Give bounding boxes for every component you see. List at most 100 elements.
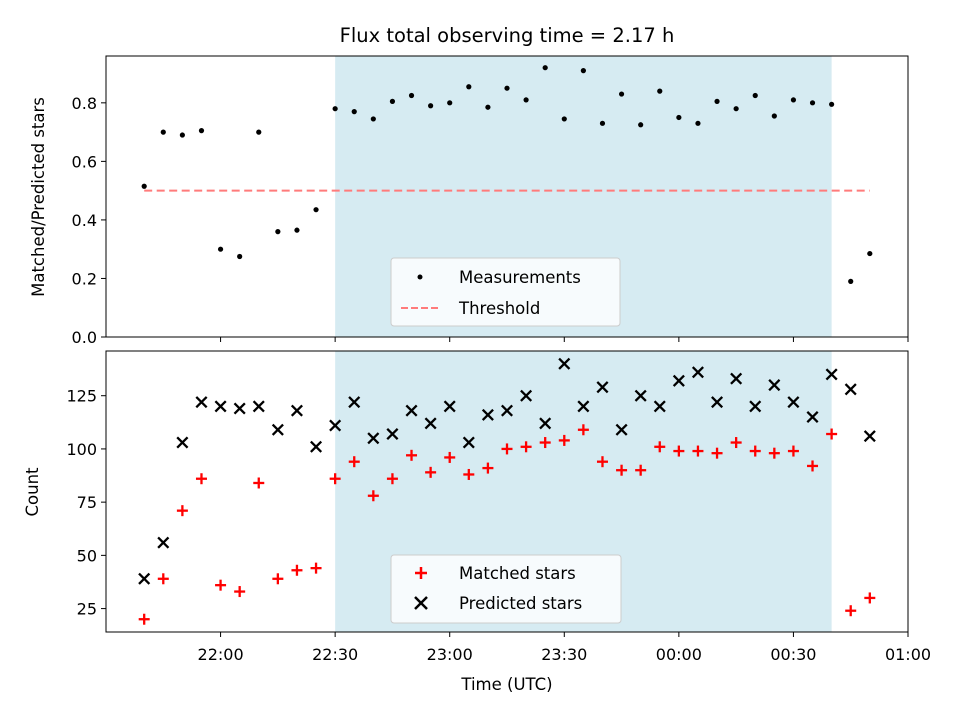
bottom-panel: 25 50 75 100 125 22:00 22:30 23:00 23:30 00:00 00… xyxy=(23,350,931,694)
matched-star-point xyxy=(195,473,207,485)
predicted-star-point xyxy=(596,381,609,394)
predicted-star-point xyxy=(672,374,685,387)
measurement-point xyxy=(599,120,606,126)
measurement-point xyxy=(676,114,682,121)
measurement-point xyxy=(313,207,319,213)
bottom-y-ticks: 25 50 75 100 125 xyxy=(66,387,106,619)
top-legend: Measurements Threshold xyxy=(390,257,621,327)
matched-stars-series xyxy=(138,424,876,625)
measurement-point xyxy=(695,120,701,126)
predicted-star-point xyxy=(443,400,456,413)
top-legend-box xyxy=(390,257,621,327)
measurement-point xyxy=(829,101,835,107)
legend-matched-marker xyxy=(415,567,427,579)
predicted-star-point xyxy=(691,366,704,379)
y-tick-label: 0.0 xyxy=(72,328,97,347)
measurement-point xyxy=(217,246,224,252)
predicted-star-point xyxy=(252,400,265,413)
matched-star-point xyxy=(310,562,322,574)
measurement-point xyxy=(179,132,185,138)
matched-star-point xyxy=(367,490,379,502)
predicted-star-point xyxy=(176,436,189,449)
matched-star-point xyxy=(845,605,857,617)
top-axes-frame xyxy=(105,55,909,338)
matched-star-point xyxy=(425,466,437,478)
measurement-point xyxy=(160,129,166,135)
predicted-star-point xyxy=(386,428,399,441)
bottom-y-axis-label: Count xyxy=(23,467,42,517)
measurement-point xyxy=(771,113,777,119)
y-tick-label: 0.2 xyxy=(72,269,97,288)
predicted-star-point xyxy=(405,404,418,417)
measurement-point xyxy=(542,65,548,71)
predicted-star-point xyxy=(138,572,151,585)
matched-star-point xyxy=(711,447,723,459)
matched-star-point xyxy=(406,449,418,461)
measurement-point xyxy=(198,128,205,134)
predicted-star-point xyxy=(825,368,838,381)
predicted-star-point xyxy=(348,396,361,409)
matched-star-point xyxy=(577,424,589,436)
measurement-point xyxy=(504,85,510,91)
y-tick-label: 0.4 xyxy=(72,211,97,230)
matched-star-point xyxy=(673,445,685,457)
matched-star-point xyxy=(520,441,532,453)
predicted-star-point xyxy=(634,389,647,402)
measurement-point xyxy=(733,106,739,112)
matched-star-point xyxy=(482,462,494,474)
matched-star-point xyxy=(176,505,188,517)
measurement-point xyxy=(408,92,415,99)
measurement-point xyxy=(867,250,873,257)
measurements-series xyxy=(141,65,873,284)
measurement-point xyxy=(351,109,357,115)
measurement-point xyxy=(638,122,644,128)
y-tick-label: 0.6 xyxy=(72,152,97,171)
predicted-star-point xyxy=(653,400,666,413)
measurement-point xyxy=(809,100,816,106)
measurement-point xyxy=(714,98,720,104)
matched-star-point xyxy=(329,473,341,485)
matched-star-point xyxy=(787,445,799,457)
y-tick-label: 0.8 xyxy=(72,94,97,113)
matched-star-point xyxy=(826,428,838,440)
measurement-point xyxy=(580,68,586,74)
x-tick-label: 01:00 xyxy=(885,645,931,664)
top-y-ticks: 0.0 0.2 0.4 0.6 0.8 xyxy=(72,94,106,347)
predicted-star-point xyxy=(806,410,819,424)
predicted-star-point xyxy=(520,389,533,402)
measurement-point xyxy=(389,98,396,104)
matched-star-point xyxy=(501,443,513,455)
predicted-star-point xyxy=(558,357,571,370)
matched-star-point xyxy=(444,451,456,463)
measurement-point xyxy=(428,103,434,109)
legend-measurements-marker xyxy=(417,274,423,280)
matched-star-point xyxy=(768,447,780,459)
legend-predicted-label: Predicted stars xyxy=(459,594,582,613)
predicted-star-point xyxy=(214,400,227,413)
measurement-point xyxy=(370,116,376,122)
x-axis-label: Time (UTC) xyxy=(460,675,552,694)
predicted-star-point xyxy=(863,430,876,443)
matched-star-point xyxy=(386,473,398,485)
matched-star-point xyxy=(616,464,628,476)
predicted-star-point xyxy=(481,408,494,421)
measurement-point xyxy=(332,106,338,112)
predicted-star-point xyxy=(310,440,323,453)
predicted-star-point xyxy=(787,396,800,409)
measurement-point xyxy=(561,116,567,122)
predicted-star-point xyxy=(539,417,552,430)
matched-star-point xyxy=(539,437,551,449)
predicted-star-point xyxy=(577,400,590,413)
predicted-star-point xyxy=(367,432,380,445)
bottom-axes-frame xyxy=(105,350,909,633)
measurement-point xyxy=(790,97,797,103)
y-tick-label: 75 xyxy=(77,493,97,512)
predicted-star-point xyxy=(462,436,475,449)
predicted-star-point xyxy=(730,372,743,385)
y-tick-label: 100 xyxy=(66,440,97,459)
bottom-x-ticks: 22:00 22:30 23:00 23:30 00:00 00:30 01:00 xyxy=(198,632,931,664)
legend-measurements-label: Measurements xyxy=(459,268,581,287)
matched-star-point xyxy=(463,468,475,480)
y-tick-label: 50 xyxy=(77,546,97,565)
matched-star-point xyxy=(692,445,704,457)
